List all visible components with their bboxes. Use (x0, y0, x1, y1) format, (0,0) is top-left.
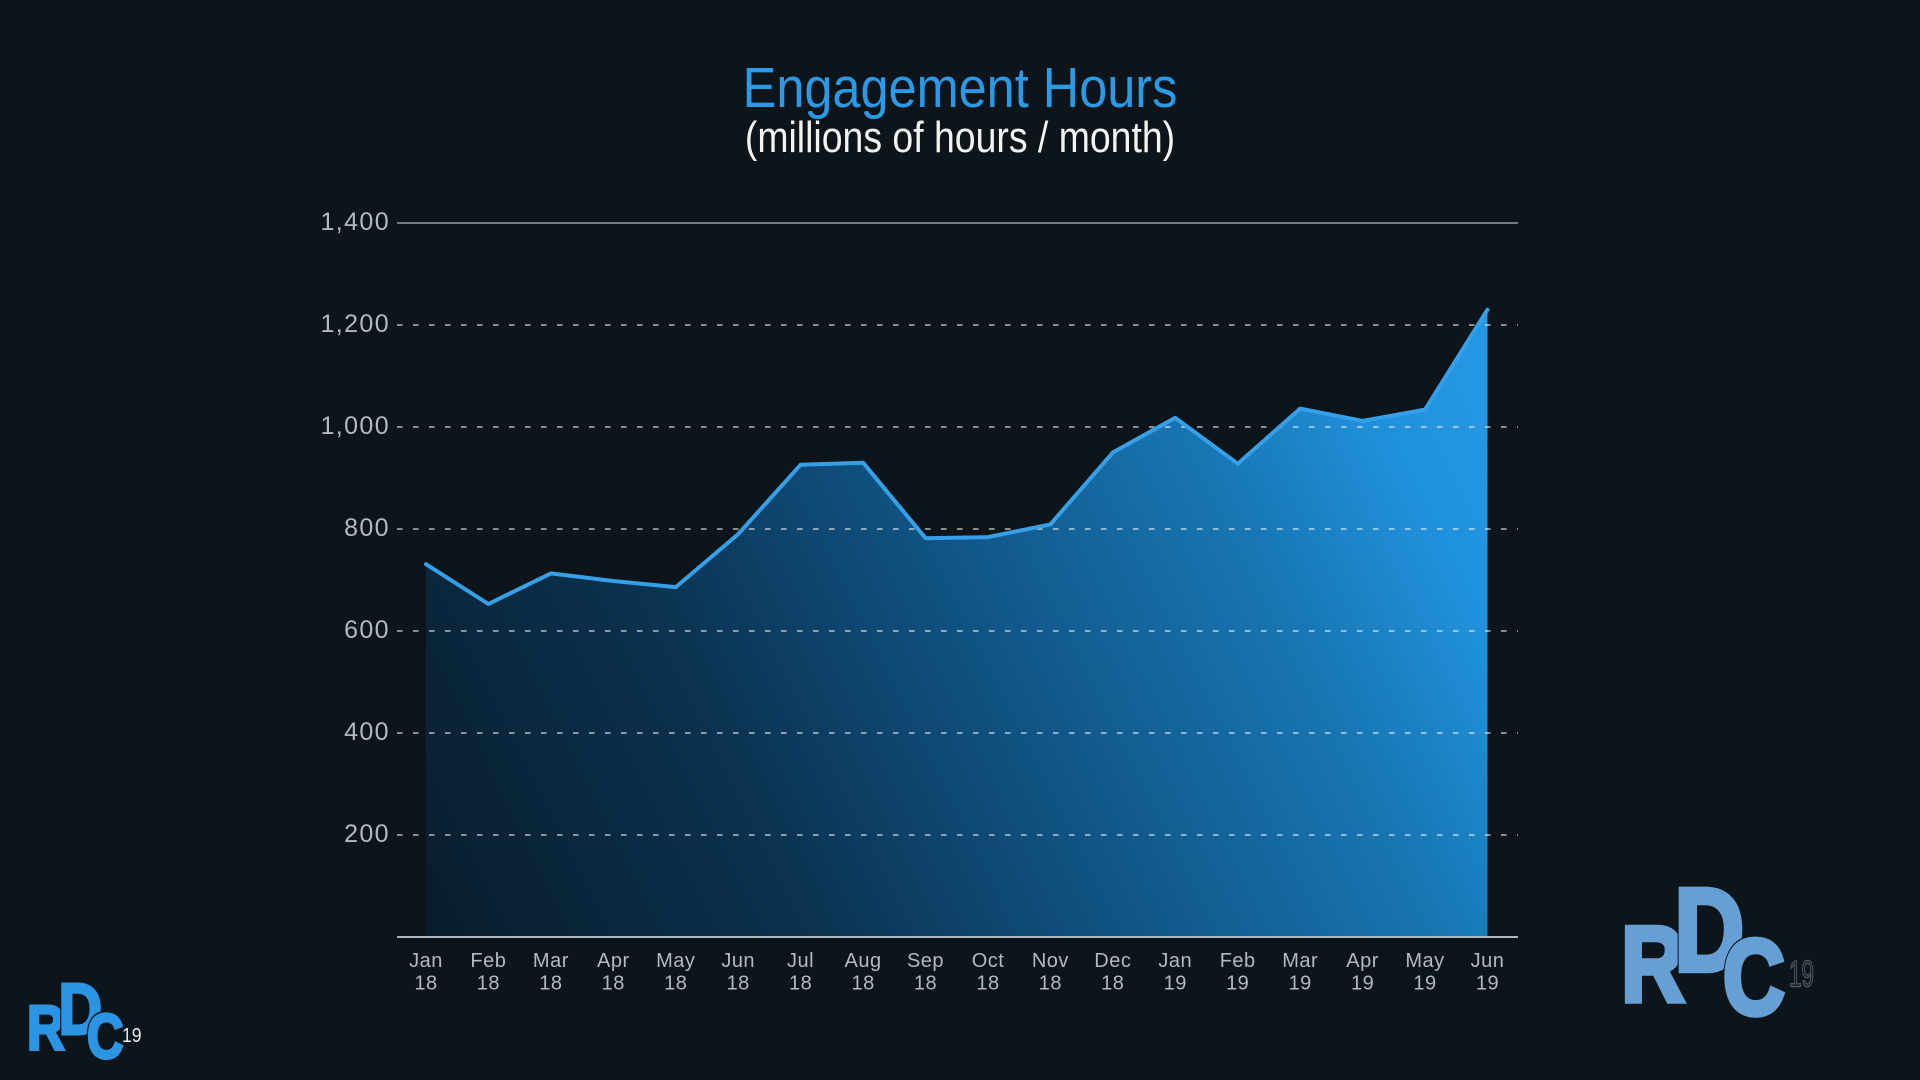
svg-text:C: C (1723, 918, 1785, 1037)
svg-text:18: 18 (664, 973, 687, 995)
svg-text:Mar: Mar (1282, 950, 1318, 972)
svg-text:D: D (1675, 864, 1745, 995)
svg-text:18: 18 (602, 973, 625, 995)
svg-text:18: 18 (914, 973, 937, 995)
svg-text:Apr: Apr (1346, 950, 1379, 972)
svg-text:1,400: 1,400 (320, 208, 390, 236)
svg-text:D: D (59, 970, 103, 1051)
svg-text:1,200: 1,200 (320, 310, 390, 338)
svg-text:Sep: Sep (907, 950, 944, 972)
svg-text:18: 18 (539, 973, 562, 995)
svg-text:Oct: Oct (972, 950, 1005, 972)
svg-text:19: 19 (122, 1024, 142, 1046)
svg-text:18: 18 (851, 973, 874, 995)
svg-text:1,000: 1,000 (320, 412, 390, 440)
svg-text:D: D (1675, 864, 1745, 995)
svg-text:D: D (59, 970, 103, 1051)
svg-text:Jan: Jan (409, 950, 443, 972)
svg-text:18: 18 (976, 973, 999, 995)
svg-text:Nov: Nov (1032, 950, 1069, 972)
svg-text:19: 19 (1789, 954, 1814, 995)
svg-text:Jul: Jul (787, 950, 814, 972)
svg-text:18: 18 (789, 973, 812, 995)
svg-text:Apr: Apr (597, 950, 630, 972)
svg-text:19: 19 (1289, 973, 1312, 995)
svg-text:18: 18 (477, 973, 500, 995)
svg-text:May: May (656, 950, 695, 972)
svg-text:May: May (1405, 950, 1444, 972)
svg-text:400: 400 (344, 718, 390, 746)
svg-text:R: R (27, 994, 65, 1064)
svg-text:200: 200 (344, 820, 390, 848)
svg-text:C: C (1723, 918, 1785, 1037)
svg-text:18: 18 (727, 973, 750, 995)
svg-text:19: 19 (1476, 973, 1499, 995)
svg-text:C: C (87, 1001, 123, 1072)
svg-text:600: 600 (344, 616, 390, 644)
svg-text:C: C (87, 1001, 123, 1072)
svg-text:18: 18 (1039, 973, 1062, 995)
svg-text:Feb: Feb (1220, 950, 1256, 972)
svg-text:18: 18 (1101, 973, 1124, 995)
svg-text:Feb: Feb (470, 950, 506, 972)
svg-text:800: 800 (344, 514, 390, 542)
svg-text:Jun: Jun (721, 950, 755, 972)
svg-text:Dec: Dec (1094, 950, 1131, 972)
svg-text:Jan: Jan (1158, 950, 1192, 972)
svg-text:19: 19 (1226, 973, 1249, 995)
svg-text:Aug: Aug (845, 950, 882, 972)
svg-text:19: 19 (1351, 973, 1374, 995)
svg-text:19: 19 (1164, 973, 1187, 995)
svg-text:18: 18 (414, 973, 437, 995)
svg-text:R: R (1621, 905, 1684, 1024)
svg-text:Jun: Jun (1471, 950, 1505, 972)
svg-text:Mar: Mar (533, 950, 569, 972)
svg-text:19: 19 (1413, 973, 1436, 995)
